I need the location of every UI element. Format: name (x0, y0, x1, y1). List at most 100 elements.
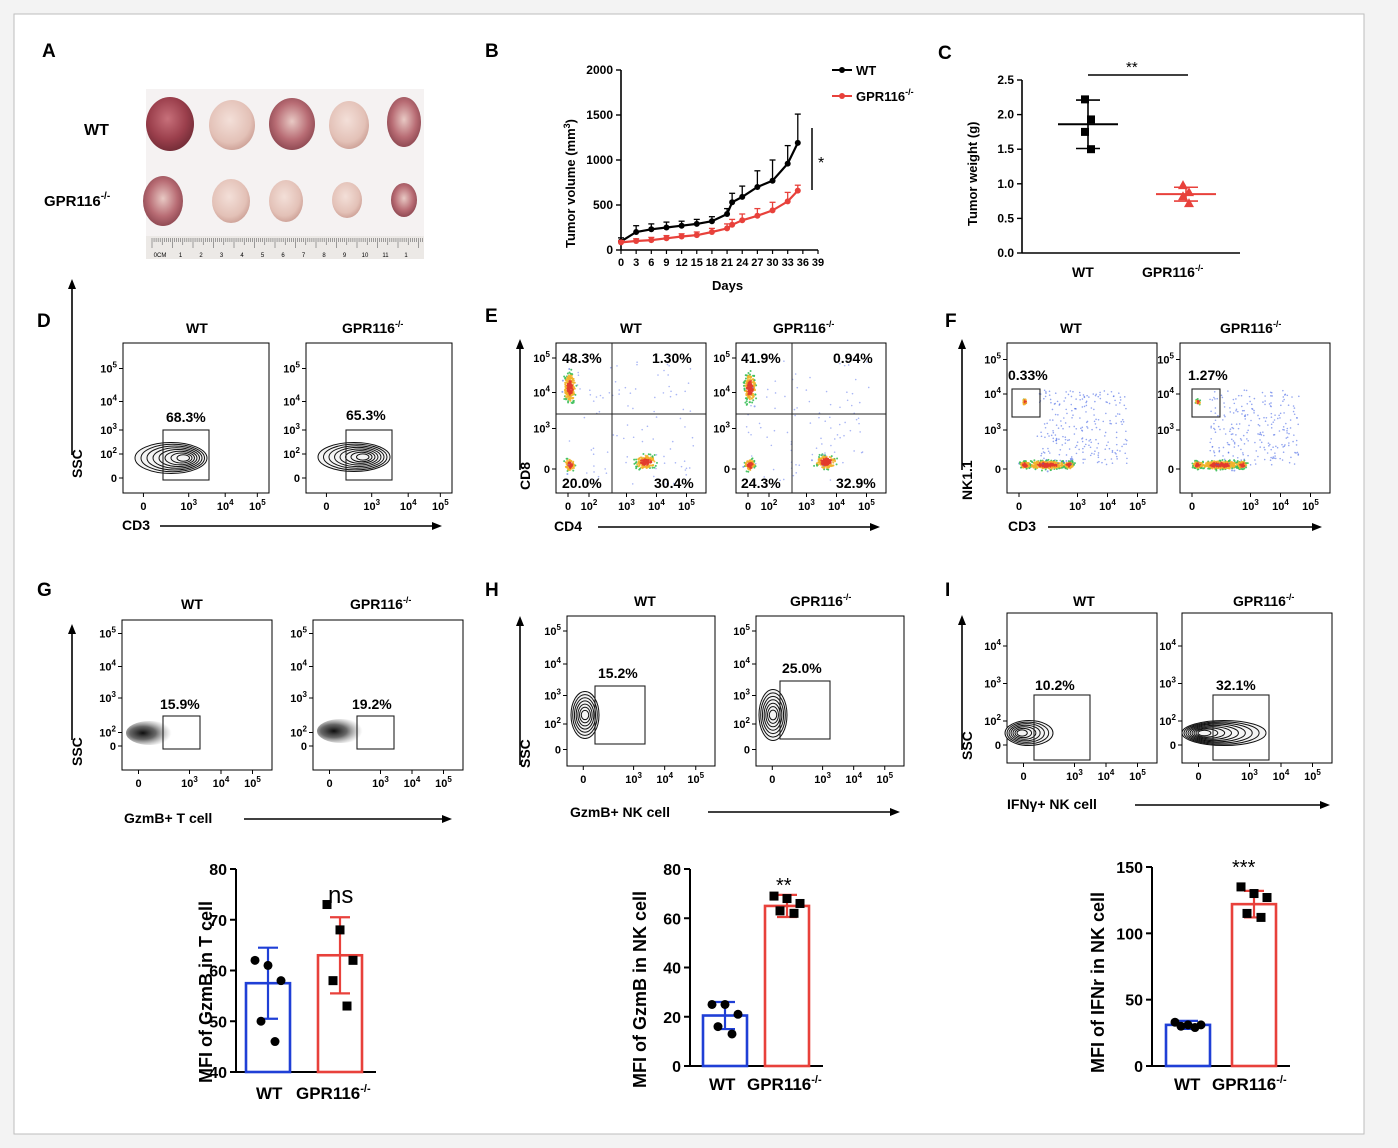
e-ko-dot (811, 453, 814, 456)
f-wt-dot (1115, 455, 1118, 458)
b-point (648, 226, 655, 233)
f-ko-dot (1242, 452, 1244, 454)
e-ko-dot (858, 401, 861, 404)
f-ko-dot (1238, 465, 1241, 468)
f-ko-dot (1237, 461, 1240, 464)
i-contour (1193, 727, 1226, 739)
f-wt-dot (1123, 443, 1125, 446)
e-wt-dot (655, 461, 658, 464)
f-wt-dot (1109, 422, 1111, 425)
tumor-photo: 0CM 1 2 3 4 5 6 7 8 9 10 11 1 (143, 89, 424, 259)
i-contour (1006, 721, 1050, 745)
panel-letter-b: B (485, 41, 499, 62)
g-ylabel: SSC (69, 737, 85, 766)
f-ko-dot (1235, 465, 1238, 468)
f-wt-dot (1034, 468, 1037, 471)
e-wt-dot (683, 460, 686, 462)
ruler-label: 1 (179, 253, 183, 259)
e-ko-dot (859, 431, 861, 433)
f-ko-dot (1242, 453, 1245, 456)
f-wt-dot (1072, 414, 1074, 416)
f-wt-dot (1064, 467, 1067, 470)
f-wt-dot (1078, 448, 1080, 451)
f-ko-dot (1232, 398, 1235, 401)
f-ko-dot (1254, 441, 1256, 444)
f-wt-dot (1115, 431, 1118, 434)
f-wt-dot (1054, 413, 1057, 416)
f-ko-dot (1232, 440, 1235, 442)
f-ko-dot (1221, 468, 1224, 471)
e-wt-dot (687, 382, 690, 384)
f-wt-dot (1090, 441, 1093, 444)
f-wt-dot (1040, 431, 1042, 434)
e-wt-dot (569, 389, 572, 392)
f-wt-dot (1074, 446, 1077, 449)
e-ko-dot (851, 392, 854, 395)
g-bar-point (328, 976, 338, 986)
f-wt-dot (1055, 459, 1058, 462)
b-xtick-label: 3 (633, 257, 639, 269)
f-wt-dot (1094, 394, 1097, 397)
f-ko-dot (1282, 396, 1285, 398)
f-wt-dot (1070, 395, 1073, 398)
f-wt-dot (1055, 467, 1058, 470)
e-wt-dot (654, 464, 657, 467)
f-ko-dot (1213, 428, 1216, 431)
f-wt-dot (1055, 424, 1058, 426)
f-wt-dot (1047, 450, 1050, 453)
e-wt-dot (616, 365, 618, 367)
c-cat-ko: GPR116-/- (1142, 263, 1203, 280)
f-ko-dot (1272, 434, 1275, 436)
f-ko-dot (1270, 395, 1272, 397)
f-wt-dot (1116, 413, 1119, 415)
f-wt-dot (1115, 415, 1117, 417)
f-ko-dot (1232, 455, 1234, 457)
f-ko-dot (1219, 428, 1221, 431)
f-ko-dot (1239, 463, 1242, 466)
f-ko-dot (1269, 459, 1272, 461)
f-ko-dot (1214, 398, 1216, 400)
f-wt-dot (1079, 417, 1081, 419)
g-ytick-label: 0 (301, 741, 307, 753)
g-cat-ko: GPR116-/- (296, 1083, 371, 1103)
f-wt-dot (1052, 429, 1054, 432)
f-wt-dot (1054, 402, 1057, 405)
f-wt-dot (1040, 469, 1043, 472)
f-ko-dot (1272, 421, 1275, 423)
e-ko-dot (746, 391, 749, 394)
h-xtick-label: 0 (769, 774, 775, 786)
f-wt-dot (1064, 465, 1067, 468)
h-bar-point (789, 908, 799, 918)
bar-cat-labels: WT GPR116-/- WT GPR116-/- WT GPR116-/- (256, 1074, 1287, 1103)
e-ko-dot (745, 385, 748, 388)
e-wt-dot (649, 453, 652, 456)
e-ko-dot (750, 397, 753, 400)
e-ko-dot (766, 396, 768, 398)
e-wt-dot (668, 385, 670, 388)
e-ytick-label: 0 (544, 464, 550, 476)
f-ko-dot (1270, 427, 1273, 429)
f-ko-dot (1222, 446, 1225, 449)
f-wt-dot (1121, 418, 1124, 421)
f-wt-dot (1058, 403, 1061, 405)
f-ko-dot (1235, 434, 1237, 436)
f-ko-dot (1211, 467, 1214, 470)
i-bar-bar (1164, 1023, 1212, 1068)
e-wt-dot (573, 465, 576, 468)
f-wt-dot (1034, 461, 1037, 464)
f-wt-dot (1043, 423, 1046, 425)
f-ko-dot (1241, 405, 1243, 408)
e-ko-dot (866, 361, 868, 363)
e-ko-dot (838, 423, 841, 426)
e-wt-dot (644, 454, 647, 457)
e-ko-dot (753, 384, 756, 387)
f-ko-dot (1213, 427, 1215, 430)
i-contour (1185, 722, 1253, 744)
e-wt-dot (572, 385, 575, 388)
f-ko-dot (1286, 436, 1289, 439)
e-wt-dot (684, 426, 686, 428)
e-ko-dot (746, 386, 749, 389)
e-wt-dot (684, 469, 687, 471)
e-ko-dot (748, 464, 751, 467)
